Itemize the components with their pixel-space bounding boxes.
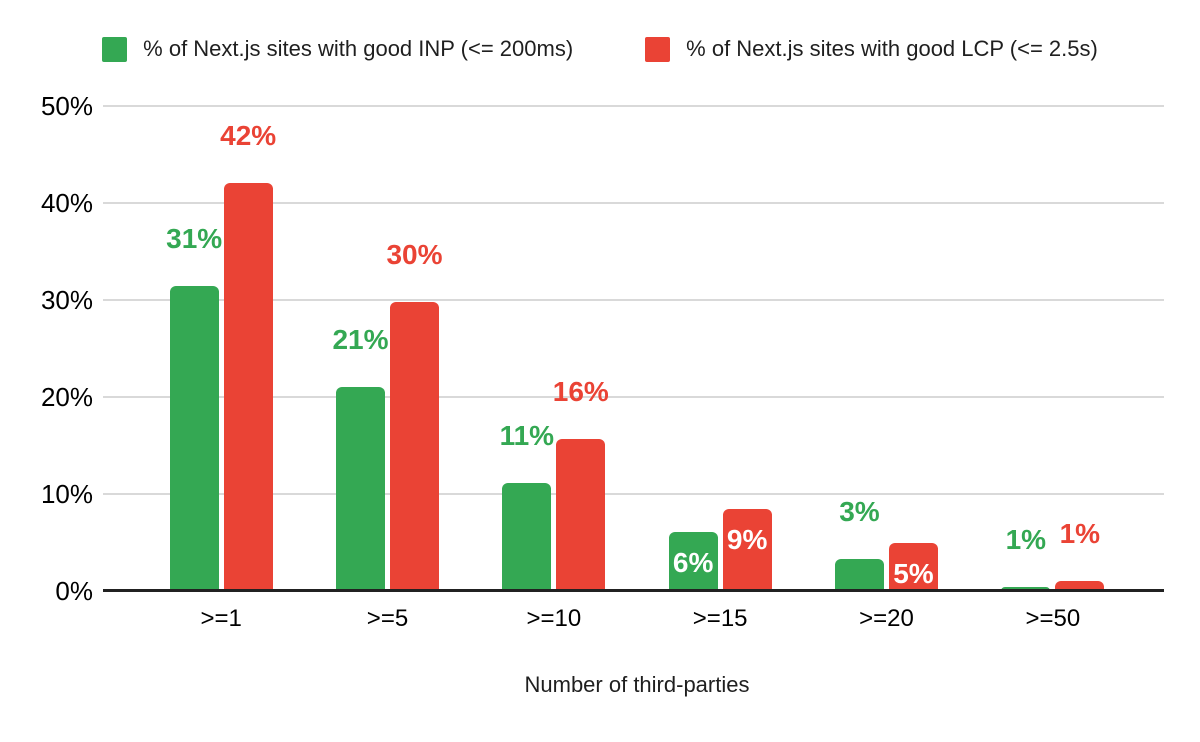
plot-row: 0% 10% 20% 30% 40% 50% 31% 42% 21% 30% 11% 16% 6% 9%… xyxy=(0,93,1200,604)
x-tick-label: >=20 xyxy=(859,605,914,632)
y-tick-label: 40% xyxy=(40,188,93,218)
inp-bar: 21% xyxy=(332,326,389,591)
legend-label-inp: % of Next.js sites with good INP (<= 200… xyxy=(143,36,574,61)
bar-value-label: 9% xyxy=(726,523,768,555)
legend-item-inp: % of Next.js sites with good INP (<= 200… xyxy=(102,36,574,62)
bar-value-label: 1% xyxy=(1059,518,1101,550)
gridline xyxy=(103,493,1164,495)
lcp-bar: 9% xyxy=(722,508,772,591)
bar-group: 6% 9% xyxy=(637,106,803,591)
x-tick-label: >=15 xyxy=(692,605,748,632)
bar-group: 31% 42% xyxy=(138,106,304,591)
inp-legend-swatch-icon xyxy=(102,36,128,62)
bar-group: 11% 16% xyxy=(471,106,637,591)
bar-group: 3% 5% xyxy=(803,106,969,591)
lcp-bar: 42% xyxy=(220,121,276,591)
bar-value-label: 3% xyxy=(839,496,880,527)
x-tick-label: >=1 xyxy=(200,605,242,632)
x-tick-label: >=50 xyxy=(1025,605,1081,632)
y-tick-label: 30% xyxy=(40,285,93,315)
bar-value-label: 6% xyxy=(672,546,714,578)
plot-area: 31% 42% 21% 30% 11% 16% 6% 9% 3% 5% 1% 1% xyxy=(103,105,1164,592)
y-axis: 0% 10% 20% 30% 40% 50% xyxy=(0,93,110,604)
gridline xyxy=(103,299,1164,301)
bar-value-label: 30% xyxy=(386,238,443,270)
bar-group: 1% 1% xyxy=(970,106,1136,591)
bar-value-label: 42% xyxy=(220,119,277,151)
bar-value-label: 11% xyxy=(499,420,555,452)
bar-value-label: 1% xyxy=(1005,524,1047,556)
lcp-bar: 5% xyxy=(888,542,938,591)
gridline xyxy=(103,105,1164,107)
inp-bar: 31% xyxy=(166,225,222,591)
inp-bar: 6% xyxy=(668,531,718,591)
bar-value-label: 5% xyxy=(893,557,934,589)
y-tick-label: 10% xyxy=(40,479,93,509)
y-tick-label: 20% xyxy=(40,382,93,412)
bar-groups: 31% 42% 21% 30% 11% 16% 6% 9% 3% 5% 1% 1% xyxy=(110,106,1164,591)
lcp-bar: 30% xyxy=(386,240,443,591)
legend-label-lcp: % of Next.js sites with good LCP (<= 2.5… xyxy=(686,36,1098,61)
legend: % of Next.js sites with good INP (<= 200… xyxy=(0,36,1200,62)
inp-bar: 3% xyxy=(834,498,884,591)
bar-group: 21% 30% xyxy=(304,106,470,591)
lcp-bar: 1% xyxy=(1055,520,1105,591)
x-axis-title: Number of third-parties xyxy=(524,672,750,698)
bar-value-label: 21% xyxy=(332,324,389,356)
x-axis: >=1 >=5 >=10 >=15 >=20 >=50 xyxy=(110,605,1164,632)
bar-value-label: 31% xyxy=(166,223,223,255)
x-tick-label: >=10 xyxy=(526,605,582,632)
inp-bar: 11% xyxy=(500,422,554,591)
gridline xyxy=(103,396,1164,398)
lcp-legend-swatch-icon xyxy=(645,36,671,62)
x-axis-line xyxy=(103,589,1164,592)
y-tick-label: 50% xyxy=(40,91,93,121)
gridline xyxy=(103,202,1164,204)
legend-item-lcp: % of Next.js sites with good LCP (<= 2.5… xyxy=(645,36,1098,62)
x-tick-label: >=5 xyxy=(366,605,409,632)
y-tick-label: 0% xyxy=(55,576,93,606)
lcp-bar: 16% xyxy=(553,377,609,591)
bar-value-label: 16% xyxy=(552,375,609,407)
